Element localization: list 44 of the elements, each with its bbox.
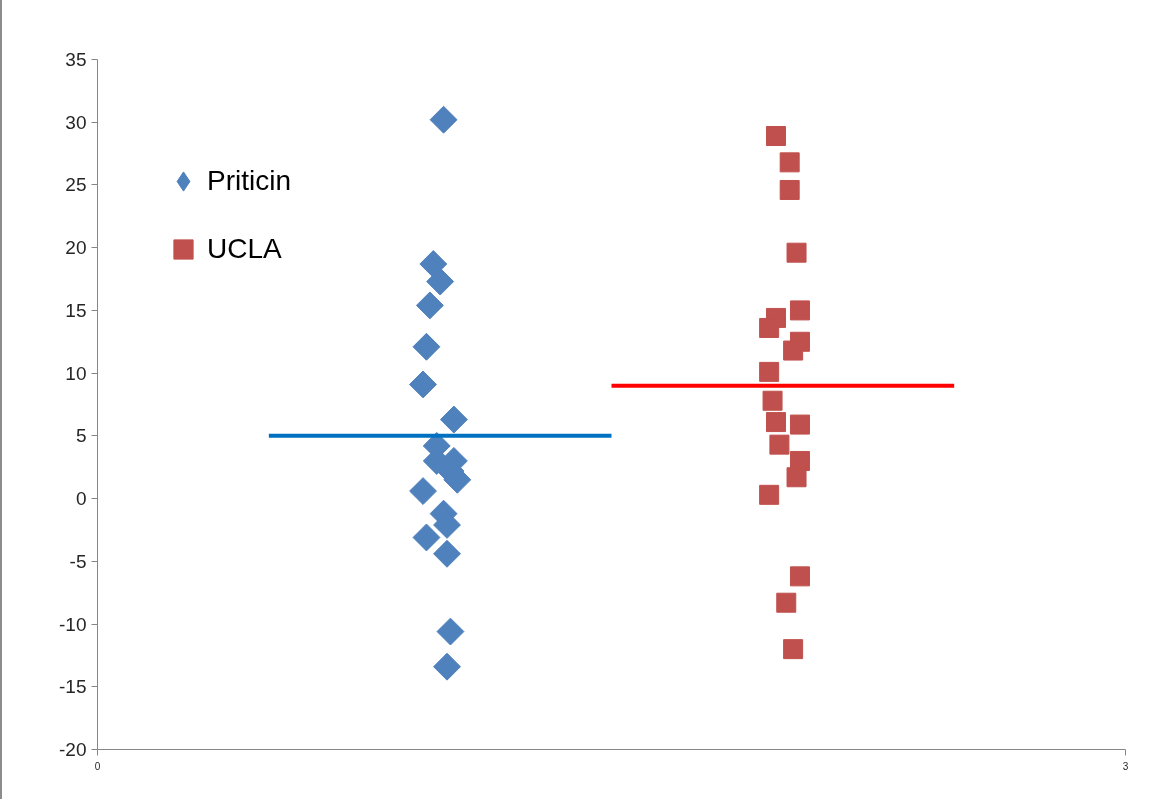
y-tick-label: 35: [65, 49, 87, 70]
y-tick-label: -10: [59, 613, 87, 635]
point: [779, 152, 800, 173]
y-tick-label: 15: [65, 299, 87, 321]
point: [433, 539, 461, 568]
point: [783, 340, 804, 361]
point: [415, 291, 444, 320]
point: [439, 405, 468, 434]
legend-label: Priticin: [207, 164, 292, 198]
legend-label: UCLA: [207, 232, 282, 266]
y-tick-label: 5: [75, 425, 87, 447]
point: [759, 484, 780, 505]
y-tick-label: -5: [69, 550, 87, 572]
y-tick-label: 0: [75, 488, 87, 510]
point: [419, 250, 448, 278]
x-tick-label: 3: [1122, 760, 1129, 772]
point: [783, 639, 804, 660]
y-tick-label: 30: [65, 111, 87, 133]
point: [769, 434, 790, 455]
y-tick-label: 10: [65, 362, 87, 384]
y-tick-label: -20: [59, 739, 87, 760]
point: [409, 370, 437, 399]
point: [426, 267, 455, 296]
point: [409, 477, 437, 505]
y-tick-label: 25: [65, 174, 87, 196]
y-tick-label: -15: [59, 676, 87, 698]
point: [412, 523, 441, 552]
point: [786, 467, 807, 488]
point: [765, 412, 786, 433]
point: [759, 361, 780, 382]
point: [779, 179, 800, 200]
point: [776, 592, 797, 613]
point: [429, 105, 458, 134]
point: [436, 617, 465, 646]
point: [765, 126, 786, 147]
y-tick-label: 20: [65, 237, 87, 259]
point: [789, 414, 810, 435]
point: [789, 300, 810, 321]
point: [412, 332, 441, 361]
point: [759, 317, 780, 338]
point: [789, 566, 810, 587]
point: [786, 242, 807, 263]
point: [762, 390, 783, 411]
point: [433, 652, 461, 681]
